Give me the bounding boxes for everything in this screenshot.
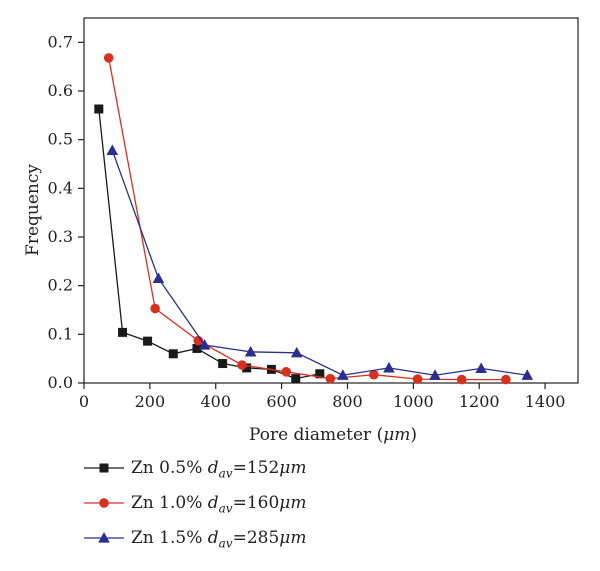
legend-d-symbol: d bbox=[207, 458, 219, 478]
legend-series-name: Zn 0.5% bbox=[131, 458, 203, 478]
data-point bbox=[118, 327, 128, 337]
data-point bbox=[218, 359, 228, 369]
series-2 bbox=[103, 53, 511, 385]
y-tick-label: 0.5 bbox=[48, 130, 73, 149]
legend-series-name: Zn 1.0% bbox=[131, 493, 203, 513]
data-point bbox=[290, 346, 303, 358]
data-point bbox=[143, 336, 153, 346]
legend-d-subscript: av bbox=[218, 501, 233, 516]
x-tick-label: 0 bbox=[79, 392, 89, 411]
legend-d-subscript: av bbox=[218, 536, 233, 551]
legend-series-name: Zn 1.5% bbox=[131, 528, 203, 548]
data-point bbox=[383, 361, 395, 373]
legend-item-zn-0-5: Zn 0.5% dav=152μm bbox=[84, 457, 404, 492]
data-point bbox=[475, 362, 487, 373]
x-axis-label-close: ) bbox=[410, 425, 417, 445]
legend: Zn 0.5% dav=152μm Zn 1.0% dav=160μm Zn 1… bbox=[84, 457, 404, 562]
y-tick-label: 0.0 bbox=[48, 373, 73, 392]
y-tick-label: 0.4 bbox=[48, 178, 73, 197]
data-point bbox=[501, 374, 511, 385]
data-point bbox=[168, 349, 178, 359]
legend-unit: μm bbox=[279, 493, 307, 513]
legend-swatch-zn-1-5 bbox=[84, 532, 124, 543]
data-point bbox=[325, 373, 336, 384]
data-point bbox=[242, 363, 252, 373]
legend-value: =152 bbox=[232, 458, 280, 478]
legend-swatch-zn-0-5 bbox=[84, 463, 124, 473]
data-point bbox=[193, 335, 204, 346]
plot-frame bbox=[83, 17, 579, 384]
data-point bbox=[456, 374, 467, 385]
x-axis-label: Pore diameter (μm) bbox=[249, 425, 417, 445]
legend-value: =160 bbox=[232, 493, 280, 513]
data-point bbox=[103, 53, 114, 63]
legend-d-symbol: d bbox=[207, 493, 219, 513]
axes: 0 200 400 600 800 1000 1200 1400 0.0 0.1 0.2 0.3 0.4… bbox=[48, 17, 579, 411]
data-point bbox=[237, 360, 247, 370]
legend-marker bbox=[99, 498, 109, 508]
x-tick-label: 600 bbox=[266, 392, 297, 411]
data-point bbox=[244, 345, 257, 357]
x-tick-label: 1400 bbox=[525, 392, 566, 411]
y-tick-label: 0.1 bbox=[48, 324, 73, 343]
legend-item-zn-1-0: Zn 1.0% dav=160μm bbox=[84, 492, 404, 527]
x-axis-label-unit: μm bbox=[383, 425, 410, 445]
series-1 bbox=[94, 104, 325, 384]
legend-unit: μm bbox=[279, 458, 307, 478]
data-point bbox=[152, 272, 165, 283]
legend-marker bbox=[98, 532, 110, 543]
chart: 0 200 400 600 800 1000 1200 1400 0.0 0.1 0.2 0.3 0.4… bbox=[23, 17, 579, 445]
legend-label-zn-1-0: Zn 1.0% dav=160μm bbox=[131, 492, 306, 519]
y-tick-label: 0.7 bbox=[48, 32, 73, 51]
data-point bbox=[281, 367, 292, 377]
x-tick-label: 800 bbox=[332, 392, 363, 411]
series-layer bbox=[94, 53, 534, 385]
data-point bbox=[315, 369, 325, 379]
x-tick-label: 200 bbox=[135, 392, 166, 411]
legend-d-symbol: d bbox=[207, 528, 219, 548]
data-point bbox=[521, 369, 534, 380]
legend-d-subscript: av bbox=[218, 466, 233, 481]
data-point bbox=[369, 369, 379, 380]
legend-marker bbox=[99, 463, 109, 473]
y-tick-label: 0.2 bbox=[48, 276, 73, 295]
y-tick-label: 0.3 bbox=[48, 227, 73, 246]
series-line bbox=[111, 150, 528, 376]
legend-item-zn-1-5: Zn 1.5% dav=285μm bbox=[84, 527, 404, 562]
data-point bbox=[291, 374, 301, 384]
legend-swatch-zn-1-0 bbox=[84, 498, 124, 508]
data-point bbox=[198, 339, 211, 350]
legend-label-zn-0-5: Zn 0.5% dav=152μm bbox=[131, 457, 306, 484]
series-line bbox=[108, 57, 506, 381]
data-point bbox=[106, 144, 119, 155]
x-tick-label: 1000 bbox=[393, 392, 434, 411]
legend-value: =285 bbox=[232, 528, 280, 548]
data-point bbox=[192, 343, 202, 353]
data-point bbox=[412, 374, 423, 384]
x-tick-label: 400 bbox=[200, 392, 231, 411]
y-axis-label: Frequency bbox=[23, 164, 43, 256]
data-point bbox=[337, 369, 349, 380]
data-point bbox=[94, 104, 104, 114]
legend-label-zn-1-5: Zn 1.5% dav=285μm bbox=[131, 527, 306, 554]
x-axis-label-text: Pore diameter ( bbox=[249, 425, 383, 445]
series-line bbox=[98, 108, 320, 380]
data-point bbox=[429, 369, 441, 380]
legend-unit: μm bbox=[279, 528, 307, 548]
series-3 bbox=[106, 144, 534, 380]
x-tick-label: 1200 bbox=[459, 392, 500, 411]
y-tick-label: 0.6 bbox=[48, 81, 73, 100]
data-point bbox=[150, 303, 160, 314]
